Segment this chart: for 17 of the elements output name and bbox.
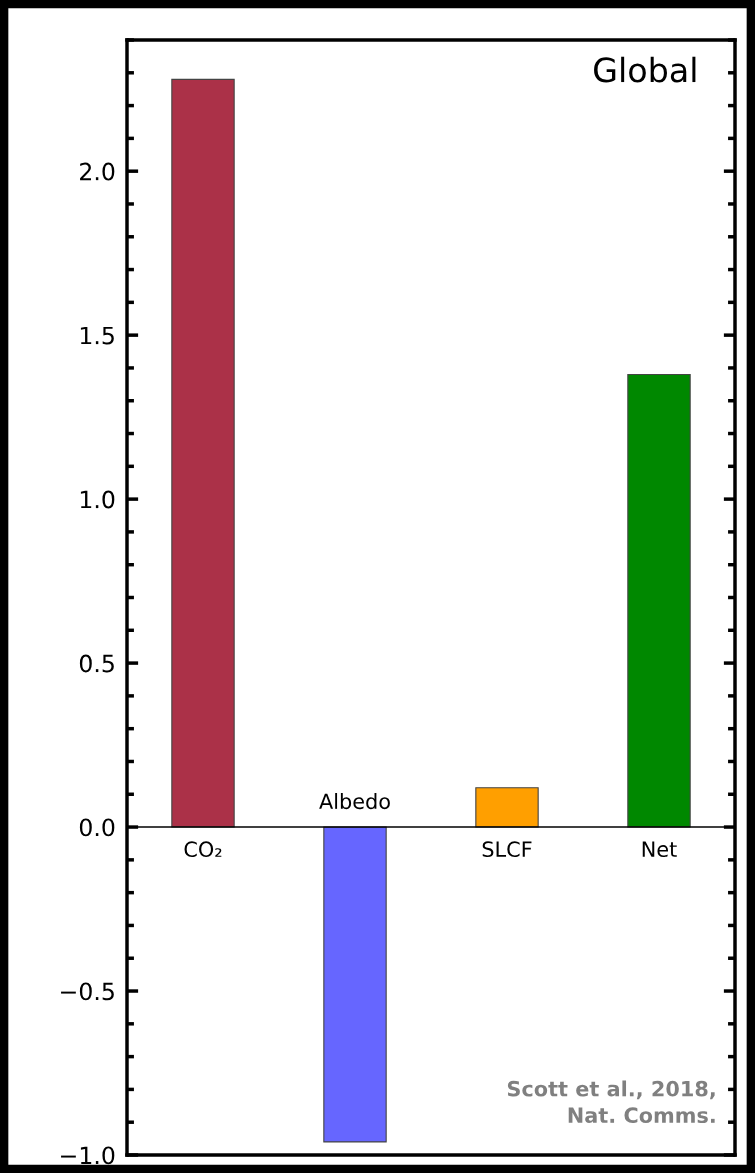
y-tick-label: 0.5	[79, 654, 114, 673]
x-tick-label: Albedo	[319, 793, 390, 810]
x-tick-label: Net	[642, 841, 677, 858]
y-tick-label: 2.0	[80, 162, 115, 181]
y-tick-label: −0.5	[61, 982, 114, 1001]
x-tick-label: CO₂	[184, 841, 222, 858]
bar	[323, 826, 387, 1143]
bar	[627, 373, 691, 828]
annotation: Scott et al., 2018, Nat. Comms.	[507, 1080, 715, 1124]
bar	[475, 787, 539, 828]
chart-title: Global	[594, 56, 696, 83]
bar	[171, 78, 235, 828]
x-tick-label: SLCF	[482, 841, 532, 858]
y-tick-label: 0.0	[79, 818, 115, 837]
y-tick-label: 1.5	[80, 326, 114, 345]
y-tick-label: −1.0	[61, 1146, 115, 1165]
y-tick-label: 1.0	[80, 490, 115, 509]
